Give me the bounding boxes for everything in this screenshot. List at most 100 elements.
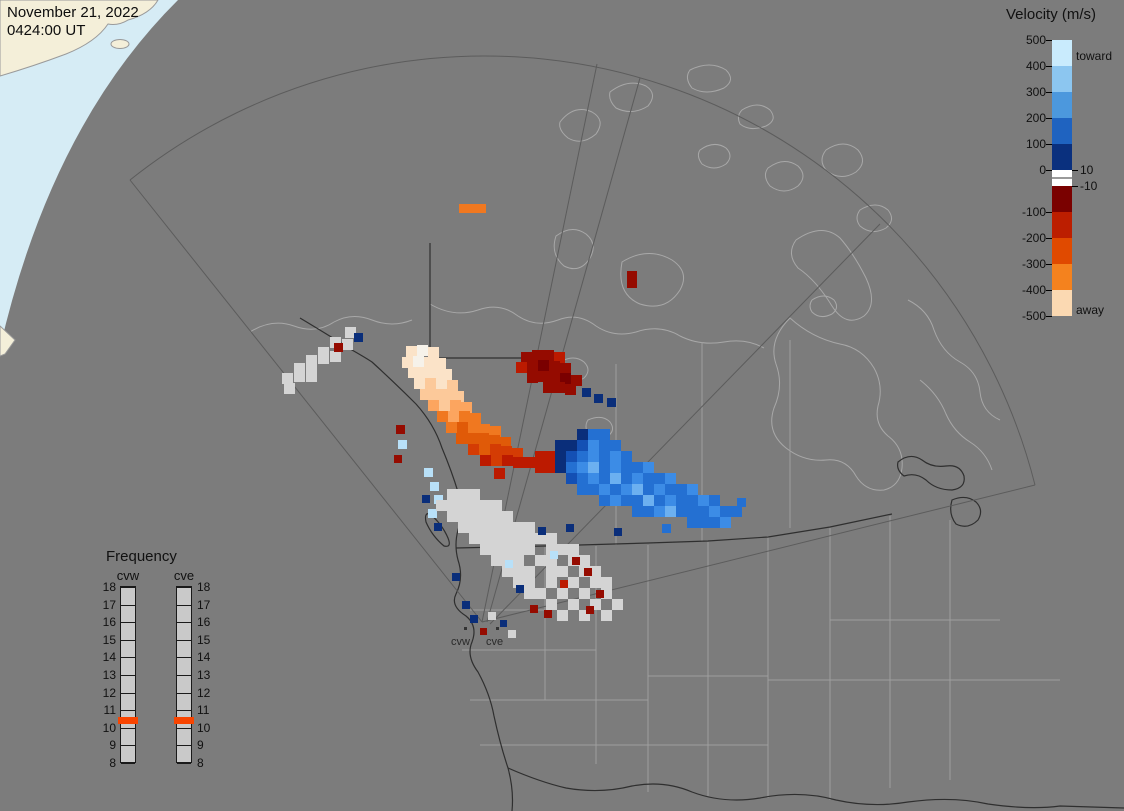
echo-cell-gray — [284, 383, 295, 394]
echo-cell-gray — [294, 363, 305, 374]
echo-cell-blue — [687, 495, 698, 506]
frequency-tick-label: 16 — [102, 615, 116, 630]
echo-cell-gray — [491, 500, 502, 511]
echo-cell-dred — [571, 375, 582, 386]
echo-cell-orange — [490, 426, 501, 437]
echo-cell-gray — [601, 588, 612, 599]
echo-cell-dred — [596, 590, 604, 598]
echo-cell-cream — [436, 378, 447, 389]
echo-cell-pblue — [428, 509, 437, 518]
away-label: away — [1076, 303, 1105, 317]
echo-cell-cream — [402, 357, 413, 368]
colorbar-segment-away — [1052, 290, 1072, 316]
echo-cell-mblue — [610, 451, 621, 462]
frequency-marker-cvw — [118, 716, 138, 724]
echo-cell-navy — [354, 333, 363, 342]
echo-cell-navy — [594, 394, 603, 403]
echo-cell-red — [554, 352, 565, 363]
echo-cell-orange — [470, 413, 481, 424]
echo-cell-navy — [500, 620, 507, 627]
frequency-tick-label: 15 — [197, 632, 211, 647]
echo-cell-pblue — [550, 551, 558, 559]
echo-cell-navy — [538, 527, 546, 535]
frequency-tick-mark — [121, 727, 135, 729]
corner-island — [110, 39, 130, 49]
echo-cell-peach — [431, 389, 442, 400]
echo-cell-lorange — [450, 400, 461, 411]
frequency-column-label-cvw: cvw — [116, 568, 140, 583]
echo-cell-gray — [601, 610, 612, 621]
frequency-tick-label: 12 — [102, 685, 116, 700]
echo-cell-dred — [544, 610, 552, 618]
frequency-tick-label: 14 — [197, 650, 211, 665]
frequency-tick-mark — [121, 622, 135, 624]
echo-cell-lblue — [588, 462, 599, 473]
frequency-tick-label: 15 — [102, 632, 116, 647]
echo-cell-gray — [480, 544, 491, 555]
echo-cell-blue — [577, 473, 588, 484]
echo-cell-cream — [408, 367, 419, 378]
echo-cell-blue — [709, 517, 720, 528]
echo-cell-dorange — [467, 433, 478, 444]
velocity-tick-label: -300 — [1021, 257, 1046, 271]
frequency-tick-label: 16 — [197, 615, 211, 630]
projection-corner-ocean — [0, 0, 178, 348]
frequency-tick-mark — [121, 675, 135, 676]
echo-cell-navy — [470, 615, 478, 623]
echo-cell-mblue — [709, 506, 720, 517]
colorbar-segment-toward — [1052, 118, 1072, 144]
echo-cell-gray — [590, 599, 601, 610]
echo-cell-blue — [588, 429, 599, 440]
echo-cell-gray — [546, 544, 557, 555]
echo-cell-red — [516, 362, 527, 373]
toward-label: toward — [1076, 49, 1113, 63]
echo-cell-dred — [560, 363, 571, 374]
echo-cell-mblue — [687, 484, 698, 495]
echo-cell-navy — [555, 462, 566, 473]
echo-cell-gray — [513, 577, 524, 588]
echo-cell-gray — [491, 555, 502, 566]
timestamp: November 21, 2022 0424:00 UT — [7, 4, 139, 40]
echo-cell-gray — [469, 500, 480, 511]
velocity-inner-tick-mark — [1072, 170, 1078, 171]
echo-cell-dred — [527, 372, 538, 383]
echo-cell-mblue — [621, 484, 632, 495]
frequency-tick-mark — [177, 604, 191, 606]
echo-cell-gray — [294, 371, 305, 382]
echo-cell-cream — [424, 357, 435, 368]
echo-cell-rorange — [490, 444, 501, 455]
frequency-tick-mark — [121, 692, 135, 694]
echo-cell-dred — [586, 606, 594, 614]
echo-cell-gray — [546, 555, 557, 566]
velocity-tick-label: -400 — [1021, 283, 1046, 297]
echo-cell-gray — [306, 371, 317, 382]
velocity-tick-label: 0 — [1039, 163, 1046, 177]
echo-cell-dred — [565, 384, 576, 395]
frequency-tick-mark — [177, 587, 191, 588]
echo-cell-navy — [434, 523, 442, 531]
echo-cell-gray — [491, 511, 502, 522]
velocity-tick-mark — [1046, 238, 1052, 239]
frequency-tick-label: 18 — [102, 580, 116, 594]
echo-cell-dorange — [478, 433, 489, 444]
echo-cell-lblue — [643, 495, 654, 506]
echo-cell-gray — [601, 577, 612, 588]
echo-cell-dblue — [566, 473, 577, 484]
echo-cell-gray — [491, 522, 502, 533]
echo-cell-gray — [557, 610, 568, 621]
echo-cell-dorange — [489, 435, 500, 446]
echo-cell-cream — [414, 378, 425, 389]
echo-cell-gray — [590, 566, 601, 577]
echo-cell-gray — [502, 511, 513, 522]
echo-cell-mblue — [720, 517, 731, 528]
echo-cell-cream — [428, 347, 439, 358]
colorbar-segment-away — [1052, 186, 1072, 212]
echo-cell-gray — [546, 566, 557, 577]
frequency-scale-cve — [176, 586, 192, 764]
echo-cell-dred — [627, 271, 637, 288]
velocity-tick-mark — [1046, 92, 1052, 93]
frequency-tick-label: 14 — [102, 650, 116, 665]
velocity-tick-mark — [1046, 212, 1052, 213]
echo-cell-gray — [535, 588, 546, 599]
echo-cell-mblue — [643, 462, 654, 473]
